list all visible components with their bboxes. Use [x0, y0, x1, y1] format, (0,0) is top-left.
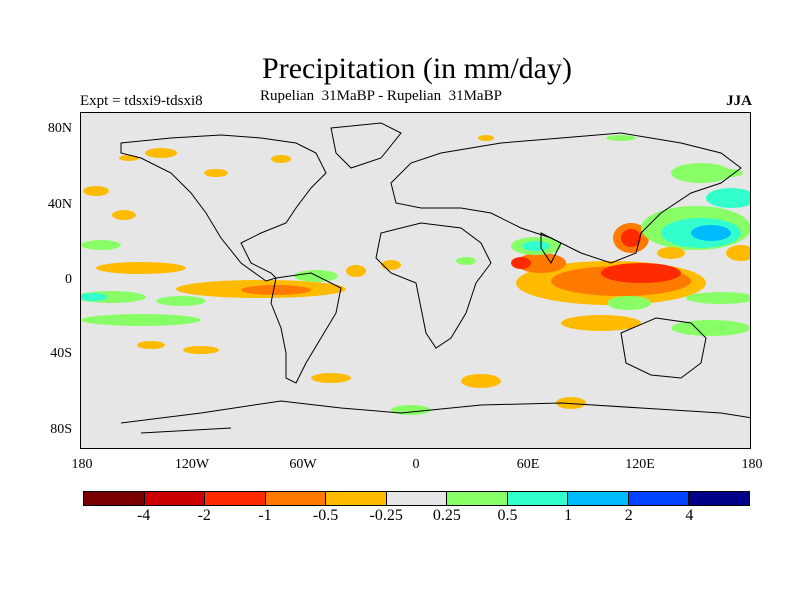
colorbar-swatch-9: [628, 492, 690, 505]
colorbar-label: -4: [136, 507, 151, 524]
colorbar-swatch-2: [205, 492, 266, 505]
colorbar-swatch-10: [689, 492, 750, 505]
lat-label-40s: 40S: [50, 346, 72, 361]
colorbar-label: 4: [685, 507, 694, 524]
lon-label-0: 0: [412, 457, 420, 472]
lon-label-120w: 120W: [174, 457, 210, 472]
coastlines: [120, 122, 750, 434]
colorbar-swatch-8: [568, 492, 629, 505]
map-canvas: [81, 122, 750, 434]
map-title: Precipitation (in mm/day): [262, 52, 572, 85]
colorbar-label: 0.25: [432, 507, 461, 524]
lon-label-60w: 60W: [289, 457, 317, 472]
lon-label-60e: 60E: [516, 457, 540, 472]
colorbar-swatch-6: [447, 492, 508, 505]
lat-label-80s: 80S: [50, 422, 72, 437]
lon-label-180w: 180: [71, 457, 93, 472]
colorbar-label: -2: [197, 507, 211, 524]
colorbar-label: 1: [564, 507, 573, 524]
colorbar-swatch-3: [265, 492, 327, 505]
experiment-label: Expt = tdsxi9-tdsxi8: [80, 93, 203, 109]
season-label: JJA: [726, 93, 752, 109]
colorbar-label: -1: [258, 507, 272, 524]
lon-label-120e: 120E: [625, 457, 655, 472]
colorbar-label: -0.25: [369, 507, 403, 524]
lat-label-0: 0: [65, 272, 72, 287]
colorbar-swatch-1: [144, 492, 206, 505]
lat-label-40n: 40N: [47, 197, 72, 212]
colorbar-label: 2: [624, 507, 633, 524]
map-subtitle: Rupelian 31MaBP - Rupelian 31MaBP: [260, 88, 502, 104]
lat-label-80n: 80N: [47, 121, 72, 136]
colorbar: [83, 491, 750, 506]
precip-patches: [81, 135, 750, 415]
colorbar-swatch-4: [326, 492, 387, 505]
precipitation-map: [80, 112, 751, 449]
colorbar-label: -0.5: [312, 507, 339, 524]
colorbar-swatch-0: [84, 492, 145, 505]
colorbar-swatch-7: [507, 492, 569, 505]
lon-label-180e: 180: [741, 457, 763, 472]
colorbar-swatch-5: [386, 492, 448, 505]
colorbar-label: 0.5: [497, 507, 518, 524]
